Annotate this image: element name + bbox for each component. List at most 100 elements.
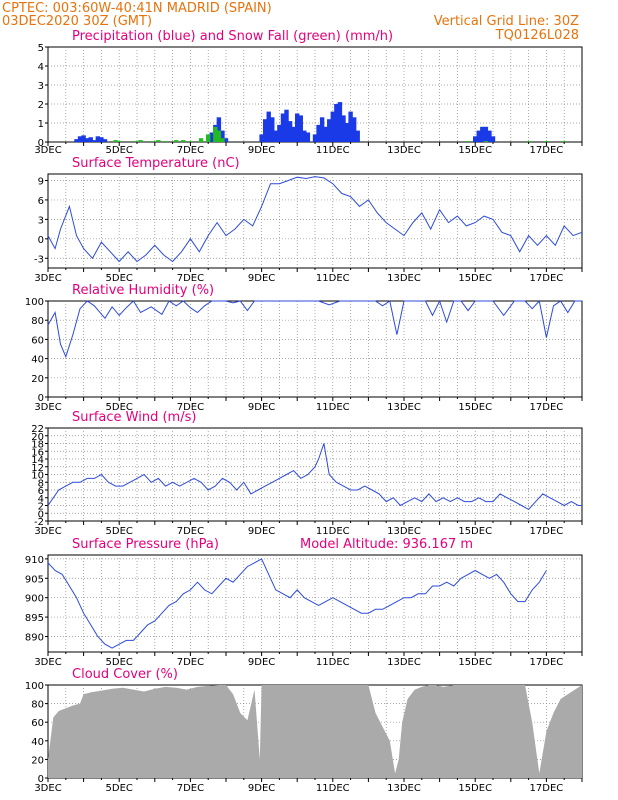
cloud-xtick-label: 9DEC bbox=[248, 783, 275, 794]
cloud-ytick-label: 60 bbox=[31, 718, 44, 729]
rh-ytick-label: 80 bbox=[31, 316, 44, 327]
rh-xtick-label: 15DEC bbox=[458, 402, 492, 413]
precip-bar bbox=[316, 124, 321, 142]
wind-xtick-label: 11DEC bbox=[316, 526, 350, 537]
precip-bar bbox=[337, 102, 343, 142]
precip-bar bbox=[291, 126, 296, 142]
rh-xtick-label: 17DEC bbox=[530, 402, 564, 413]
rh-ytick-label: 0 bbox=[38, 393, 44, 404]
precip-bar bbox=[99, 137, 104, 142]
precip-xtick-label: 17DEC bbox=[530, 145, 564, 156]
cloud-xtick-label: 11DEC bbox=[316, 783, 350, 794]
cloud-xtick-label: 17DEC bbox=[530, 783, 564, 794]
header-code: TQ0126L028 bbox=[495, 28, 579, 43]
precip-xtick-label: 15DEC bbox=[458, 145, 492, 156]
precip-bar bbox=[287, 121, 293, 142]
precip-bar bbox=[487, 130, 492, 142]
temp-panel: -3 0 3 6 9 3DEC 5DEC 7DEC 9DEC 11DEC 13DEC 15DEC 17D… bbox=[34, 156, 583, 284]
precip-bar bbox=[102, 139, 108, 142]
wind-xtick-label: 5DEC bbox=[106, 526, 133, 537]
temp-title: Surface Temperature (nC) bbox=[72, 156, 240, 171]
temp-frame bbox=[47, 173, 583, 269]
pressure-xtick-label: 7DEC bbox=[177, 657, 204, 668]
precip-bar bbox=[302, 130, 307, 142]
temp-xtick-label: 17DEC bbox=[530, 273, 564, 284]
snow-bar bbox=[117, 141, 122, 142]
header-grid-note: Vertical Grid Line: 30Z bbox=[434, 14, 579, 29]
wind-xtick-label: 17DEC bbox=[530, 526, 564, 537]
rh-ytick-label: 100 bbox=[25, 297, 44, 308]
temp-ytick-label: 9 bbox=[38, 176, 44, 187]
precip-bar bbox=[209, 132, 214, 142]
snow-bar bbox=[216, 130, 222, 142]
precip-bar bbox=[298, 115, 303, 142]
cloud-xtick-label: 5DEC bbox=[106, 783, 133, 794]
precip-bar bbox=[84, 138, 90, 142]
pressure-xtick-label: 9DEC bbox=[248, 657, 275, 668]
rh-xtick-label: 7DEC bbox=[177, 402, 204, 413]
precip-bar bbox=[344, 123, 350, 142]
precip-bar bbox=[323, 126, 328, 142]
precip-bar bbox=[216, 117, 222, 142]
wind-xtick-label: 15DEC bbox=[458, 526, 492, 537]
wind-ytick-label: 16 bbox=[31, 447, 44, 458]
rh-panel: 0 20 40 60 80 100 3DEC 5DEC 7DEC 9DEC 11DEC 13DEC 15… bbox=[25, 283, 583, 413]
precip-bar bbox=[351, 117, 357, 142]
rh-ytick-label: 60 bbox=[31, 335, 44, 346]
snow-bar bbox=[220, 138, 225, 142]
wind-ytick-label: 18 bbox=[31, 440, 44, 451]
precip-bar bbox=[81, 135, 86, 142]
snow-bar bbox=[138, 140, 143, 142]
precip-ytick-label: 3 bbox=[38, 81, 44, 92]
cloud-ytick-label: 40 bbox=[31, 737, 44, 748]
pressure-xtick-label: 5DEC bbox=[106, 657, 133, 668]
precip-bar bbox=[312, 134, 318, 142]
snow-bar bbox=[156, 140, 161, 142]
snow-bar bbox=[113, 140, 118, 142]
precip-ytick-label: 1 bbox=[38, 119, 44, 130]
wind-xtick-label: 13DEC bbox=[387, 526, 421, 537]
pressure-ytick-label: 895 bbox=[25, 613, 44, 624]
snow-bar bbox=[483, 141, 489, 142]
temp-ytick-label: -3 bbox=[34, 254, 44, 265]
pressure-xtick-label: 3DEC bbox=[34, 657, 61, 668]
wind-ytick-label: 8 bbox=[38, 478, 44, 489]
precip-bar bbox=[319, 117, 325, 142]
pressure-ytick-label: 890 bbox=[25, 632, 44, 643]
precip-bar bbox=[259, 134, 264, 142]
wind-ytick-label: 4 bbox=[38, 494, 44, 505]
rh-xtick-label: 9DEC bbox=[248, 402, 275, 413]
precip-bar bbox=[280, 113, 286, 142]
snow-bar bbox=[173, 140, 179, 142]
wind-ytick-label: 12 bbox=[31, 463, 44, 474]
precip-ytick-label: 0 bbox=[38, 138, 44, 149]
temp-xtick-label: 15DEC bbox=[458, 273, 492, 284]
temp-xtick-label: 5DEC bbox=[106, 273, 133, 284]
precip-bar bbox=[266, 111, 271, 142]
precip-bar bbox=[220, 130, 225, 142]
precip-bar bbox=[223, 138, 229, 142]
precip-bar bbox=[305, 132, 311, 142]
precip-bar bbox=[95, 136, 101, 142]
pressure-title: Surface Pressure (hPa) bbox=[72, 537, 219, 552]
precip-bar bbox=[277, 124, 282, 142]
precip-xtick-label: 9DEC bbox=[248, 145, 275, 156]
temp-xtick-label: 7DEC bbox=[177, 273, 204, 284]
temp-xtick-label: 9DEC bbox=[248, 273, 275, 284]
pressure-ytick-label: 910 bbox=[25, 555, 44, 566]
wind-ytick-label: 0 bbox=[38, 509, 44, 520]
precip-xtick-label: 3DEC bbox=[34, 145, 61, 156]
wind-ytick-label: 20 bbox=[31, 432, 44, 443]
precip-bar bbox=[284, 109, 289, 142]
snow-bar bbox=[562, 141, 567, 142]
snow-bar bbox=[465, 141, 471, 142]
precip-frame bbox=[47, 46, 583, 143]
header-date: 03DEC2020 30Z (GMT) bbox=[2, 14, 152, 29]
precip-bar bbox=[74, 139, 79, 142]
precip-bar bbox=[483, 126, 489, 142]
precip-xtick-label: 7DEC bbox=[177, 145, 204, 156]
temp-xtick-label: 13DEC bbox=[387, 273, 421, 284]
precip-bar bbox=[355, 130, 360, 142]
